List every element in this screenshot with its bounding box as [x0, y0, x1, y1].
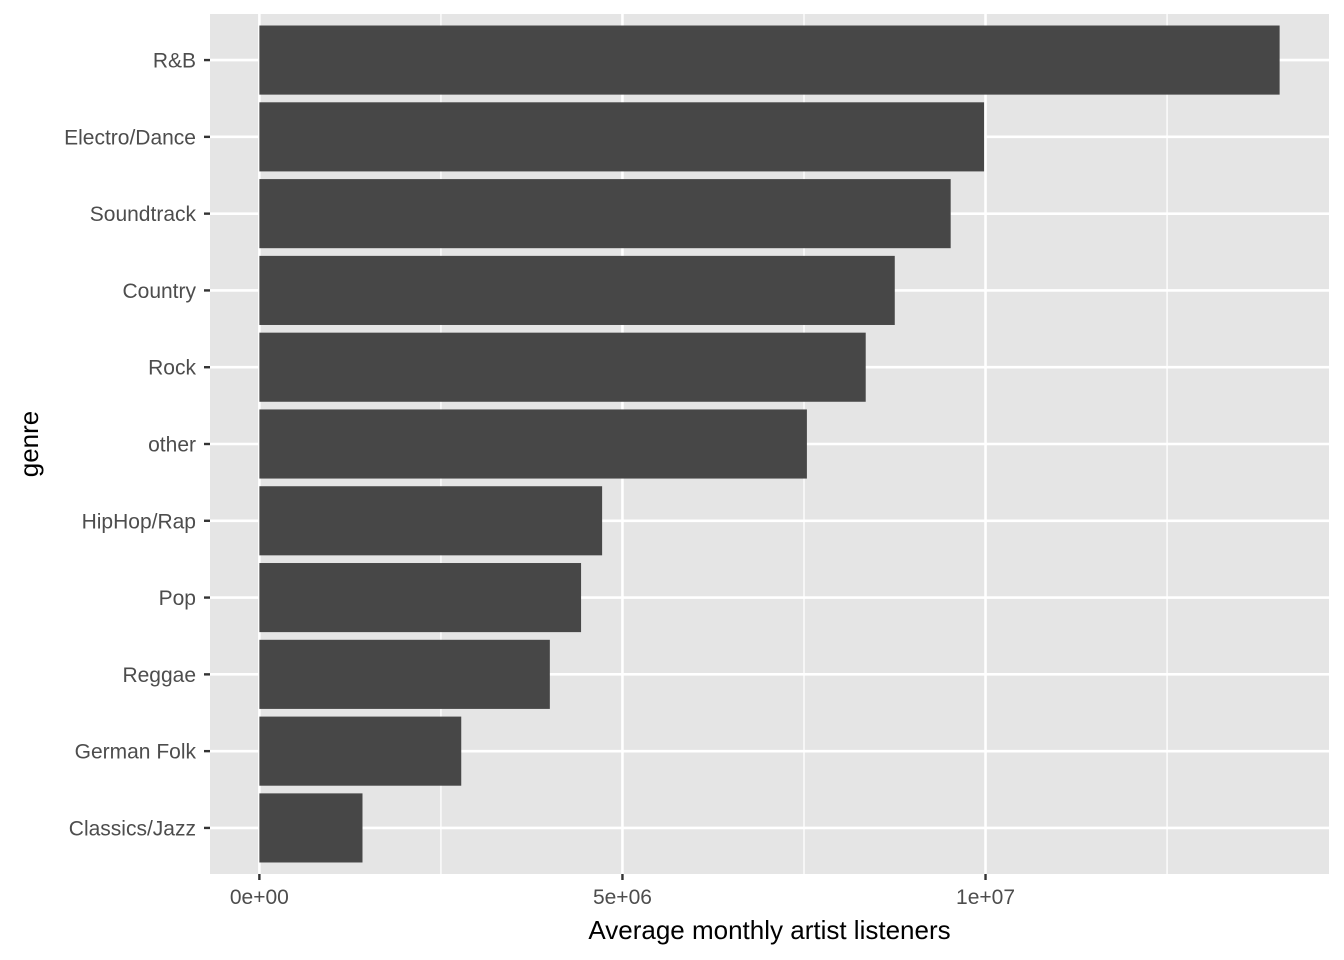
y-tick-label: Reggae	[122, 664, 196, 687]
y-tick-label: Electro/Dance	[64, 126, 196, 149]
bar	[259, 486, 603, 556]
bar	[259, 563, 582, 633]
y-tick-label: German Folk	[75, 741, 197, 764]
y-tick-label: Soundtrack	[90, 203, 197, 226]
bar	[259, 793, 363, 863]
y-tick-label: Classics/Jazz	[69, 817, 196, 840]
x-axis-title: Average monthly artist listeners	[588, 915, 950, 945]
x-axis: 0e+00 5e+06 1e+07	[230, 874, 1015, 909]
y-tick-label: R&B	[153, 50, 196, 73]
bar	[259, 716, 462, 786]
x-tick-label: 5e+06	[593, 886, 652, 909]
bar	[259, 409, 807, 479]
bars	[259, 25, 1280, 863]
y-tick-label: Pop	[159, 587, 196, 610]
y-tick-label: Country	[122, 280, 196, 303]
bar	[259, 639, 550, 709]
x-tick-label: 0e+00	[230, 886, 289, 909]
y-tick-label: other	[148, 434, 196, 457]
bar	[259, 25, 1280, 95]
bar	[259, 179, 951, 249]
bar	[259, 255, 895, 325]
y-tick-label: HipHop/Rap	[82, 510, 196, 533]
y-axis: R&B Electro/Dance Soundtrack Country Rock oth…	[64, 50, 210, 840]
bar	[259, 332, 866, 402]
x-tick-label: 1e+07	[956, 886, 1015, 909]
y-axis-title: genre	[14, 411, 44, 478]
y-tick-label: Rock	[148, 357, 196, 380]
bar	[259, 102, 985, 172]
